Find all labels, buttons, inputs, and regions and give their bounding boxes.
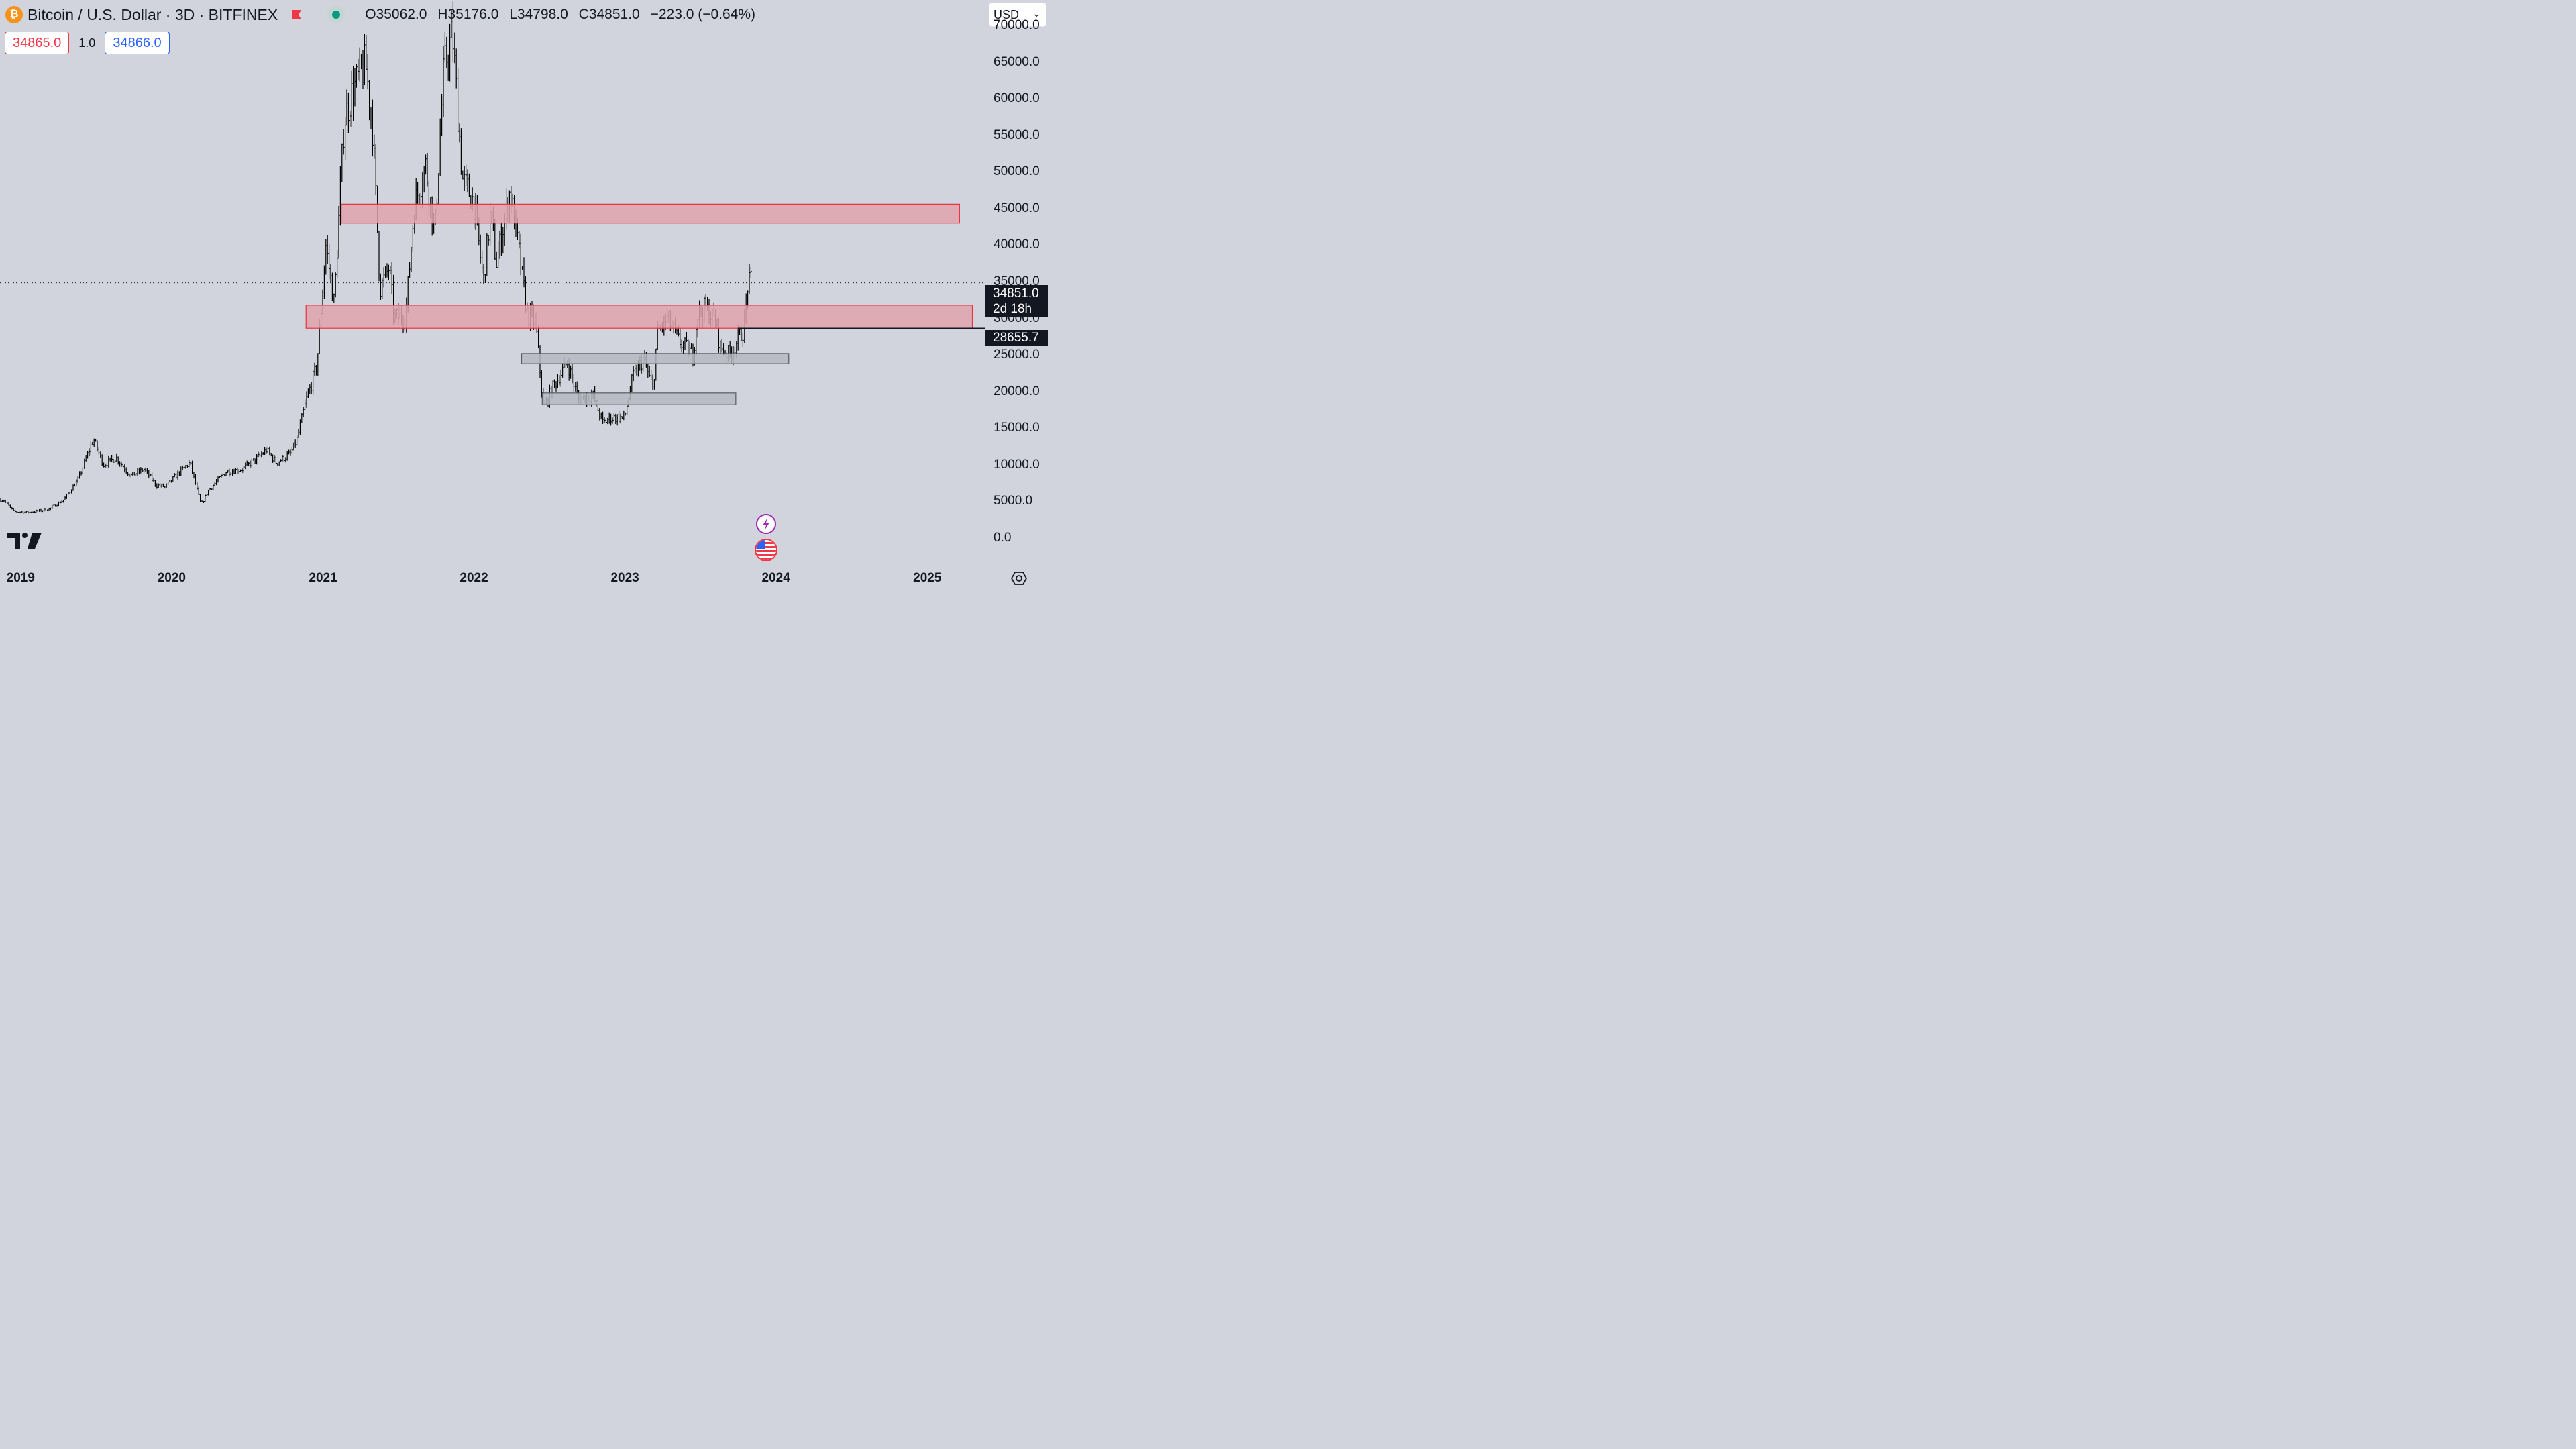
market-status-icon[interactable] xyxy=(327,6,345,23)
price-tick-label: 35000.0 xyxy=(994,274,1040,288)
support-zone xyxy=(541,392,737,405)
flag-icon[interactable] xyxy=(291,9,302,20)
ohlc-close: C34851.0 xyxy=(578,7,640,22)
support-zone xyxy=(521,353,790,364)
time-tick-label: 2021 xyxy=(309,571,337,585)
ohlc-low: L34798.0 xyxy=(509,7,568,22)
buy-button[interactable]: 34866.0 xyxy=(105,32,170,54)
lightning-icon[interactable] xyxy=(756,514,776,534)
us-flag-icon[interactable] xyxy=(755,539,777,561)
horizontal-line-label: 28655.7 xyxy=(985,330,1048,346)
price-tick-label: 60000.0 xyxy=(994,91,1040,106)
price-tick-label: 65000.0 xyxy=(994,54,1040,69)
price-tick-label: 55000.0 xyxy=(994,127,1040,142)
ohlc-values: O35062.0 H35176.0 L34798.0 C34851.0 −223… xyxy=(365,7,762,23)
sell-button[interactable]: 34865.0 xyxy=(5,32,70,54)
time-tick-label: 2019 xyxy=(6,571,35,585)
bar-countdown: 2d 18h xyxy=(993,302,1032,316)
symbol-title[interactable]: Bitcoin / U.S. Dollar · 3D · BITFINEX xyxy=(28,5,278,23)
tradingview-logo[interactable] xyxy=(7,531,42,550)
price-tick-label: 5000.0 xyxy=(994,494,1033,508)
ohlc-open: O35062.0 xyxy=(365,7,427,22)
currency-value: USD xyxy=(994,7,1020,21)
time-tick-label: 2020 xyxy=(157,571,186,585)
price-tick-label: 15000.0 xyxy=(994,421,1040,435)
order-quantity[interactable]: 1.0 xyxy=(78,36,96,50)
price-tick-label: 40000.0 xyxy=(994,237,1040,252)
last-price-label: 34851.0 2d 18h xyxy=(985,285,1048,317)
symbol-legend: ₿ Bitcoin / U.S. Dollar · 3D · BITFINEX … xyxy=(5,4,762,25)
price-tick-label: 10000.0 xyxy=(994,457,1040,472)
chart-plot-area[interactable] xyxy=(0,0,985,564)
price-axis[interactable]: 70000.0 65000.0 60000.0 55000.0 50000.0 45000… xyxy=(985,0,1053,564)
time-tick-label: 2023 xyxy=(610,571,639,585)
axis-corner[interactable] xyxy=(985,564,1053,592)
chevron-down-icon: ⌄ xyxy=(1032,8,1040,19)
price-tick-label: 25000.0 xyxy=(994,347,1040,362)
resistance-zone xyxy=(341,203,960,224)
ohlc-change: −223.0 (−0.64%) xyxy=(650,7,756,22)
time-axis[interactable]: 2019 2020 2021 2022 2023 2024 2025 xyxy=(0,564,985,592)
resistance-zone xyxy=(305,305,973,329)
price-chart[interactable] xyxy=(0,0,985,564)
bitcoin-icon: ₿ xyxy=(5,6,23,23)
price-tick-label: 50000.0 xyxy=(994,164,1040,179)
quick-trade-panel: 34865.0 1.0 34866.0 xyxy=(5,32,170,54)
price-tick-label: 0.0 xyxy=(994,530,1012,545)
time-tick-label: 2022 xyxy=(460,571,488,585)
currency-selector[interactable]: USD ⌄ xyxy=(989,3,1046,27)
gear-icon[interactable] xyxy=(1011,570,1027,586)
time-tick-label: 2025 xyxy=(913,571,942,585)
ohlc-high: H35176.0 xyxy=(437,7,499,22)
last-price-value: 34851.0 xyxy=(993,286,1039,301)
price-tick-label: 70000.0 xyxy=(994,18,1040,33)
price-tick-label: 45000.0 xyxy=(994,201,1040,215)
price-tick-label: 20000.0 xyxy=(994,384,1040,398)
time-tick-label: 2024 xyxy=(761,571,790,585)
